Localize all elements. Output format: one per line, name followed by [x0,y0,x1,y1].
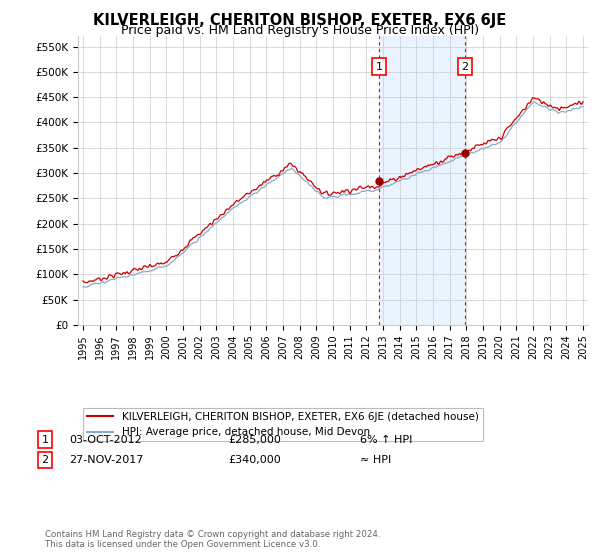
Text: £285,000: £285,000 [228,435,281,445]
HPI: Average price, detached house, Mid Devon: (2e+03, 7.46e+04): Average price, detached house, Mid Devon… [83,284,90,291]
HPI: Average price, detached house, Mid Devon: (2.01e+03, 2.95e+05): Average price, detached house, Mid Devon… [409,172,416,179]
Text: Price paid vs. HM Land Registry's House Price Index (HPI): Price paid vs. HM Land Registry's House … [121,24,479,37]
HPI: Average price, detached house, Mid Devon: (2e+03, 1.63e+05): Average price, detached house, Mid Devon… [191,239,199,246]
HPI: Average price, detached house, Mid Devon: (2.01e+03, 2.83e+05): Average price, detached house, Mid Devon… [394,178,401,185]
KILVERLEIGH, CHERITON BISHOP, EXETER, EX6 6JE (detached house) [140,262,148,269]
Text: This data is licensed under the Open Government Licence v3.0.: This data is licensed under the Open Gov… [45,540,320,549]
Text: £340,000: £340,000 [228,455,281,465]
Text: 1: 1 [376,62,382,72]
KILVERLEIGH, CHERITON BISHOP, EXETER, EX6 6JE (detached house) [409,169,416,175]
HPI: Average price, detached house, Mid Devon: (2e+03, 1.05e+05): Average price, detached house, Mid Devon… [140,268,148,275]
KILVERLEIGH, CHERITON BISHOP, EXETER, EX6 6JE (detached house) [89,278,97,284]
KILVERLEIGH, CHERITON BISHOP, EXETER, EX6 6JE (detached house) [79,278,86,284]
Point [374,176,383,185]
Text: 27-NOV-2017: 27-NOV-2017 [69,455,143,465]
Text: KILVERLEIGH, CHERITON BISHOP, EXETER, EX6 6JE: KILVERLEIGH, CHERITON BISHOP, EXETER, EX… [94,13,506,28]
KILVERLEIGH, CHERITON BISHOP, EXETER, EX6 6JE (detached house) [83,279,91,286]
KILVERLEIGH, CHERITON BISHOP, EXETER, EX6 6JE (detached house) [218,211,225,218]
Text: ≈ HPI: ≈ HPI [360,455,391,465]
Text: 03-OCT-2012: 03-OCT-2012 [69,435,142,445]
Legend: KILVERLEIGH, CHERITON BISHOP, EXETER, EX6 6JE (detached house), HPI: Average pri: KILVERLEIGH, CHERITON BISHOP, EXETER, EX… [83,408,483,441]
Text: 1: 1 [41,435,49,445]
KILVERLEIGH, CHERITON BISHOP, EXETER, EX6 6JE (detached house) [529,94,536,101]
Text: 2: 2 [41,455,49,465]
Bar [379,36,464,325]
KILVERLEIGH, CHERITON BISHOP, EXETER, EX6 6JE (detached house) [191,234,199,240]
Line: KILVERLEIGH, CHERITON BISHOP, EXETER, EX6 6JE (detached house): KILVERLEIGH, CHERITON BISHOP, EXETER, EX… [83,97,583,283]
KILVERLEIGH, CHERITON BISHOP, EXETER, EX6 6JE (detached house) [394,175,401,182]
HPI: Average price, detached house, Mid Devon: (2e+03, 8.02e+04): Average price, detached house, Mid Devon… [89,281,97,288]
HPI: Average price, detached house, Mid Devon: (2.02e+03, 4.31e+05): Average price, detached house, Mid Devon… [580,103,587,110]
HPI: Average price, detached house, Mid Devon: (2e+03, 7.48e+04): Average price, detached house, Mid Devon… [79,283,86,290]
Text: 2: 2 [461,62,468,72]
HPI: Average price, detached house, Mid Devon: (2e+03, 2.11e+05): Average price, detached house, Mid Devon… [218,215,225,222]
Text: 6% ↑ HPI: 6% ↑ HPI [360,435,412,445]
Text: Contains HM Land Registry data © Crown copyright and database right 2024.: Contains HM Land Registry data © Crown c… [45,530,380,539]
KILVERLEIGH, CHERITON BISHOP, EXETER, EX6 6JE (detached house) [580,99,587,105]
Line: HPI: Average price, detached house, Mid Devon: HPI: Average price, detached house, Mid … [83,102,583,287]
HPI: Average price, detached house, Mid Devon: (2.02e+03, 4.4e+05): Average price, detached house, Mid Devon… [530,99,537,105]
Point [460,148,469,157]
